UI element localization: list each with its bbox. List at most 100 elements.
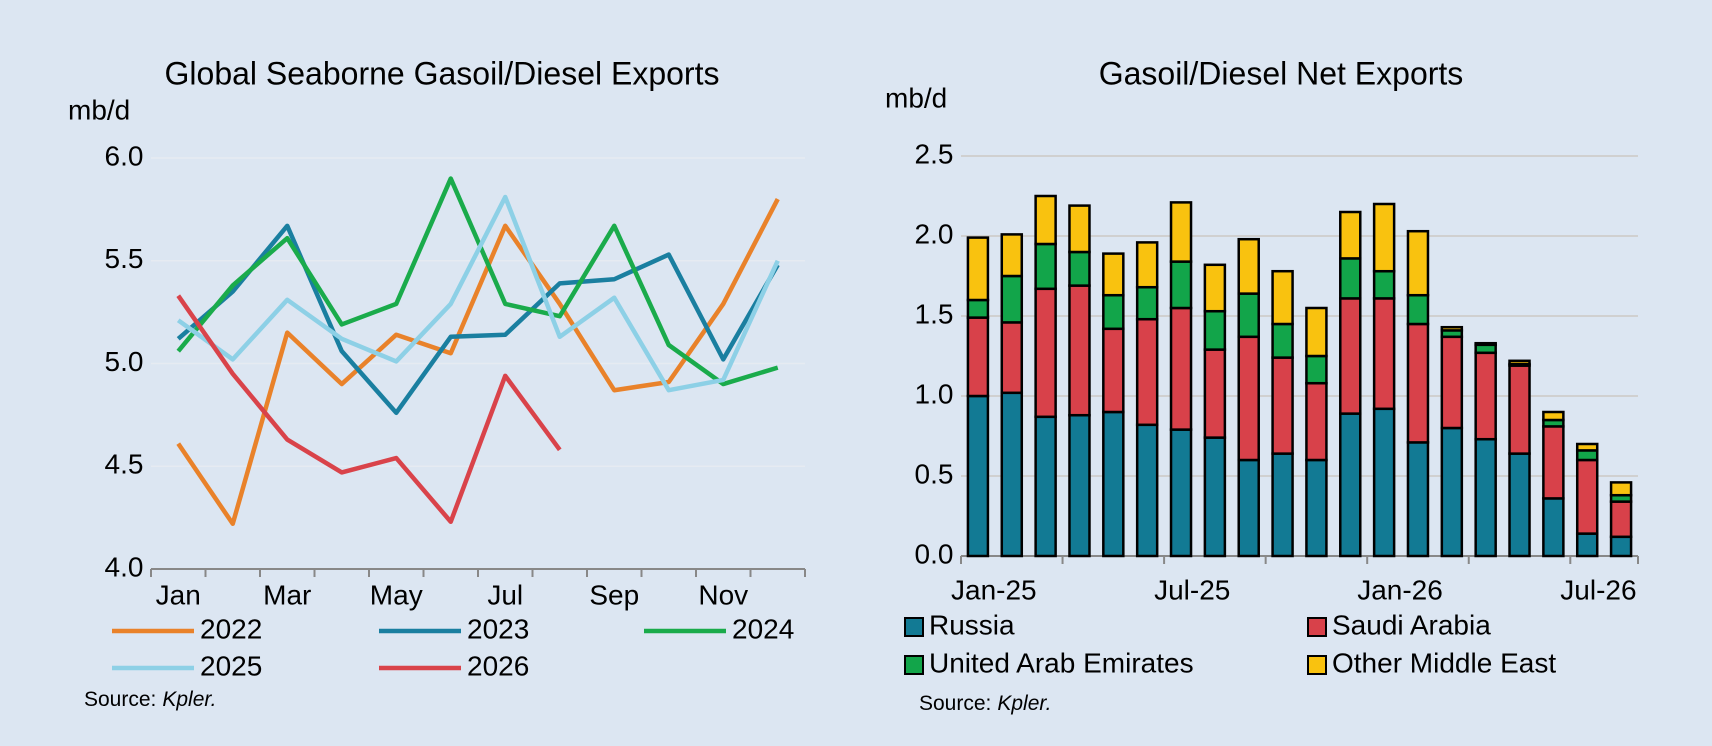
bar-segment [1372,407,1396,558]
bar-segment [1102,293,1125,331]
y-tick-label: 0.5 [915,458,954,489]
bar-segment [966,316,990,398]
bar-segment [1135,285,1159,321]
bar-segment [1440,325,1464,332]
bar-segment [1575,442,1599,452]
y-tick-label: 2.5 [915,138,954,169]
legend-key [904,655,924,675]
line-series [176,198,780,527]
bar-segment [1542,497,1565,558]
legend-label: Russia [929,609,1015,640]
source-label: Source: [84,688,156,711]
bar-segment [1508,452,1531,558]
bar-segment [1237,292,1260,339]
x-tick-label: Jan-26 [1357,574,1443,605]
y-axis-label: mb/d [885,82,947,113]
x-tick-label: Sep [589,579,639,610]
bar-segment [1034,242,1057,291]
source-name: Kpler. [997,692,1051,715]
legend-key [904,617,924,637]
line-series [176,194,780,393]
bar-segment [1508,364,1531,455]
bar-segment [1305,381,1328,462]
y-tick-label: 6.0 [105,140,144,171]
bar-segment [1135,317,1159,427]
bar-segment [1237,458,1260,558]
x-tick-label: Jan [156,579,201,610]
bar-segment [1068,413,1091,558]
legend-label: 2025 [200,650,262,681]
bar-segment [1609,535,1633,558]
bar-segment [1406,441,1430,558]
bar-segment [1406,322,1430,444]
bar-segment [1000,274,1024,324]
bar-segment [1406,293,1430,326]
bar-segment [966,394,990,558]
legend-label: 2022 [200,613,262,644]
bar-segment [1339,257,1362,300]
bar-segment [1474,351,1497,441]
x-tick-label: Jul-26 [1560,574,1636,605]
bar-segment [1542,425,1565,500]
y-tick-label: 4.5 [105,449,144,480]
line-series [176,294,562,524]
bar-segment [1372,297,1396,411]
bar-segment [1339,412,1362,558]
bar-segment [966,236,990,302]
bar-segment [1135,423,1159,558]
legend-key [1307,655,1327,675]
source-note: Source: Kpler. [84,688,216,711]
source-label: Source: [919,692,991,715]
legend-label: United Arab Emirates [929,647,1194,678]
bar-segment [1000,233,1024,278]
bar-segment [1034,194,1057,246]
bar-segment [1169,306,1193,431]
bar-segment [1169,428,1193,558]
legend-key [1307,617,1327,637]
bar-segment [1508,359,1531,366]
y-tick-label: 5.5 [105,243,144,274]
y-tick-label: 1.0 [915,378,954,409]
bar-segment [1271,269,1294,326]
bar-segment [1203,309,1227,351]
x-tick-label: Mar [263,579,311,610]
line-series [176,176,779,387]
bar-segment [1203,348,1227,439]
bar-segment [1440,426,1464,558]
bar-segment [1135,241,1159,289]
bar-segment [1102,410,1125,558]
bar-segment [1609,500,1633,539]
bar-segment [1068,250,1091,287]
bar-segment [1474,437,1497,558]
bar-segment [1203,263,1227,313]
x-tick-label: Jul-25 [1154,574,1230,605]
bar-segment [1575,458,1599,535]
bar-segment [1000,321,1024,395]
bar-segment [1000,391,1024,558]
bar-segment [1305,354,1328,385]
bar-segment [966,298,990,319]
chart-title: Global Seaborne Gasoil/Diesel Exports [165,55,720,91]
bar-segment [1575,449,1599,462]
x-tick-label: Jan-25 [951,574,1037,605]
x-tick-label: May [370,579,423,610]
y-tick-label: 0.0 [915,538,954,569]
source-note: Source: Kpler. [919,692,1051,715]
bar-segment [1068,284,1091,417]
bar-segment [1542,410,1565,422]
y-tick-label: 5.0 [105,346,144,377]
line-series [176,223,780,416]
bar-segment [1203,436,1227,558]
bar-segment [1271,356,1294,455]
bar-segment [1169,201,1193,263]
x-tick-label: Jul [487,579,523,610]
legend-label: Saudi Arabia [1332,609,1491,640]
bar-segment [1372,269,1396,300]
chart-title: Gasoil/Diesel Net Exports [1099,55,1464,91]
bar-segment [1271,452,1294,558]
y-tick-label: 4.0 [105,551,144,582]
bar-segment [1102,252,1125,297]
bar-segment [1068,204,1091,254]
y-axis-label: mb/d [68,94,130,125]
y-tick-label: 2.0 [915,218,954,249]
